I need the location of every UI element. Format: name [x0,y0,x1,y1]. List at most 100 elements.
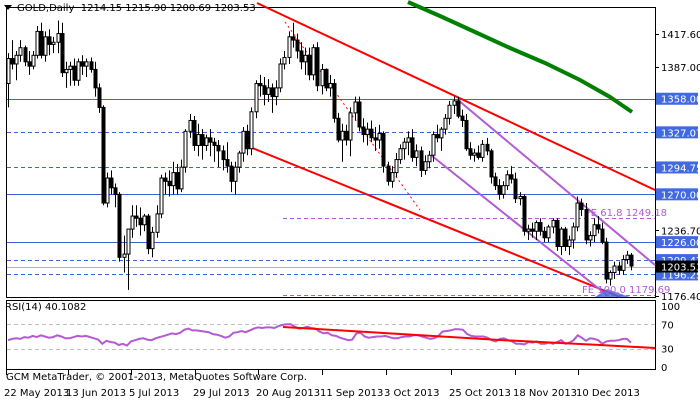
candle-bull [608,272,613,280]
candle-bull [237,152,242,168]
candle-bear [72,65,77,81]
candle-bear [596,224,601,230]
candle-bull [328,83,333,89]
candle-bull [398,148,403,161]
rsi-indicator-label: RSI(14) 40.1082 [5,302,87,313]
candle-bull [320,68,325,87]
candle-bear [97,87,102,108]
candle-bear [584,209,589,241]
candle-bear [262,85,267,95]
time-axis-label: 13 Jun 2013 [66,388,126,399]
candle-bear [291,36,296,41]
price-label-bg [656,92,698,105]
candle-bear [192,119,197,146]
candle-bear [530,228,535,232]
candle-bull [68,65,73,70]
price-axis-label: 1294.75 [661,163,700,174]
price-axis-label: 1270.00 [661,190,700,201]
candle-bear [216,144,221,152]
chart-title: GOLD,Daily 1214.15 1215.90 1200.69 1203.… [4,3,256,14]
candle-bear [460,115,465,121]
time-axis-label: 20 Aug 2013 [256,388,320,399]
candle-bull [551,219,556,228]
candle-bear [493,176,498,187]
time-axis-label: 18 Nov 2013 [513,388,577,399]
candle-bear [10,58,15,65]
candle-bear [509,174,514,180]
candle-bear [629,254,634,267]
candle-bear [579,202,584,211]
candle-bull [159,177,164,215]
rsi-axis-label: 0 [661,363,667,374]
candle-bull [241,130,246,154]
candle-bear [27,61,32,67]
candle-bull [571,226,576,241]
candle-bear [47,36,52,45]
price-axis-label: 1203.53 [661,263,700,274]
candle-bear [485,143,490,152]
ohlc-values: 1214.15 1215.90 1200.69 1203.53 [80,3,256,14]
candle-bear [93,68,98,89]
candle-bull [266,87,271,95]
candle-bull [377,132,382,141]
time-axis-label: 22 May 2013 [4,388,69,399]
moving-average-line [407,0,634,114]
candle-bull [142,215,147,226]
candle-bull [282,56,287,65]
candle-bull [546,226,551,239]
candle-bear [225,159,230,167]
candle-bear [563,228,568,247]
candle-bull [183,130,188,168]
candle-bear [336,117,341,141]
candle-bull [126,228,131,255]
candle-bull [84,61,89,67]
rsi-line [7,323,632,347]
price-label-bg [656,236,698,249]
candle-bear [468,148,473,156]
candle-bear [361,126,366,136]
price-axis-label: 1236.70 [661,227,700,238]
candle-bull [505,174,510,187]
candle-bear [295,39,300,52]
candle-bull [625,254,630,261]
candle-bear [163,177,168,182]
candle-bull [179,166,184,190]
candle-bull [567,239,572,247]
candle-bear [617,265,622,271]
candle-bull [612,265,617,274]
candle-bull [31,54,36,67]
candle-bear [221,150,226,161]
candle-bear [538,222,543,232]
candle-bear [419,150,424,171]
candle-bear [80,61,85,67]
collapse-triangle-icon[interactable] [4,5,12,10]
price-axis-label: 1358.00 [661,95,700,106]
candle-bull [472,152,477,156]
candle-bull [559,228,564,247]
candle-bear [307,54,312,76]
candle-bull [76,61,81,81]
candle-bear [101,106,106,204]
candle-bull [447,104,452,119]
price-label-bg [656,260,698,273]
candle-bull [423,161,428,171]
candle-bull [431,134,436,156]
candle-bear [410,137,415,158]
candle-bear [175,172,180,190]
candle-bear [208,137,213,143]
violet-lower-line [431,155,609,297]
rsi-axis-label: 30 [661,345,674,356]
candle-bull [414,150,419,158]
candle-bull [526,228,531,232]
candle-bear [134,215,139,219]
candle-bear [315,47,320,87]
candle-bull [274,87,279,98]
fibo-61-8-label: FE 61.8 1249.18 [585,208,667,219]
candle-bear [369,128,374,139]
candle-bull [196,134,201,146]
candle-bear [200,134,205,146]
candle-bear [60,33,65,74]
candle-bear [604,241,609,280]
time-axis-label: 29 Jul 2013 [193,388,250,399]
